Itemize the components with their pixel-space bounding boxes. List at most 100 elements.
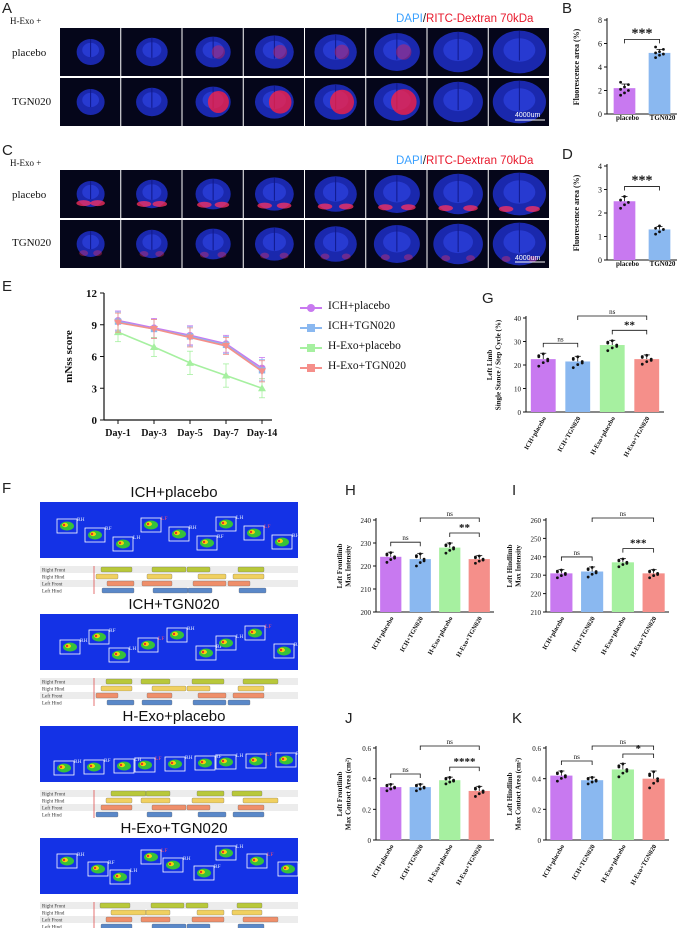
sig-label: ns	[447, 738, 454, 746]
data-point	[627, 89, 630, 92]
step-bar	[152, 567, 186, 572]
sig-label: *	[636, 743, 642, 755]
panel-c-micrographs	[60, 170, 550, 268]
category-label: H-Exo+placebo	[600, 844, 628, 885]
step-bar	[107, 581, 134, 586]
data-point	[617, 775, 620, 778]
paw-label: RH	[80, 638, 88, 644]
paw-print-peak	[282, 758, 284, 760]
dextran-signal	[280, 253, 289, 259]
legend-marker	[307, 364, 315, 372]
category-label: TGN020	[650, 114, 676, 122]
data-point	[621, 563, 624, 566]
panel-a-stain-label: DAPI/RITC-Dextran 70kDa	[396, 13, 533, 25]
paw-label: LH	[129, 646, 136, 652]
data-point	[595, 780, 598, 783]
paw-print-peak	[60, 766, 62, 768]
dextran-signal	[378, 204, 393, 210]
dextran-signal	[197, 202, 212, 208]
data-point	[572, 366, 575, 369]
data-point	[537, 354, 540, 357]
y-axis-label: Max Contact Area (cm²)	[345, 757, 353, 830]
step-bar	[228, 581, 250, 586]
gait-row-label: Left Front	[42, 583, 63, 588]
data-point	[654, 46, 657, 49]
y-tick-label: 220	[531, 591, 542, 599]
gait-row-label: Left Front	[42, 807, 63, 812]
paw-label: RH	[294, 642, 300, 648]
bar	[565, 361, 590, 412]
paw-label: LF	[265, 624, 271, 630]
data-point	[448, 776, 451, 779]
step-bar	[197, 791, 224, 796]
data-point	[621, 763, 624, 766]
paw-label: LF	[264, 524, 270, 530]
data-point	[617, 565, 620, 568]
data-point	[386, 789, 389, 792]
step-bar	[96, 693, 118, 698]
y-tick-label: 0.2	[362, 806, 371, 814]
dextran-signal	[330, 90, 354, 115]
y-tick-label: 0	[368, 837, 372, 845]
data-point	[587, 782, 590, 785]
data-point	[625, 770, 628, 773]
y-tick-label: 10	[514, 386, 522, 394]
paw-print-peak	[66, 645, 68, 647]
bar	[581, 572, 603, 612]
y-tick-label: 0.6	[532, 745, 541, 753]
paw-label: LH	[130, 868, 137, 874]
bar	[550, 776, 572, 840]
data-point	[611, 339, 614, 342]
step-bar	[152, 924, 186, 928]
bar	[469, 791, 490, 840]
gait-row-label: Right Hind	[42, 800, 65, 805]
data-point	[650, 359, 653, 362]
data-point	[560, 569, 563, 572]
data-point	[542, 361, 545, 364]
data-point	[474, 556, 477, 559]
data-point	[474, 787, 477, 790]
gait-row-label: Right Front	[42, 569, 66, 574]
data-point	[415, 554, 418, 557]
dextran-signal	[502, 256, 511, 262]
sig-bracket	[592, 746, 654, 750]
step-bar	[152, 686, 186, 691]
dextran-signal	[217, 252, 226, 258]
step-bar	[102, 588, 134, 593]
data-point	[648, 570, 651, 573]
y-tick-label: 4	[598, 162, 602, 171]
sig-label: ***	[632, 174, 653, 189]
data-point	[415, 789, 418, 792]
data-point	[572, 357, 575, 360]
data-point	[619, 207, 622, 210]
bar	[614, 201, 636, 260]
sig-bracket	[391, 542, 421, 546]
bar	[380, 787, 401, 840]
paw-label: RH	[77, 852, 85, 858]
paw-print-peak	[201, 761, 203, 763]
sig-bracket	[420, 746, 479, 750]
paw-print-peak	[94, 867, 96, 869]
step-bar	[198, 574, 226, 579]
data-point	[627, 201, 630, 204]
y-tick-label: 0.4	[362, 776, 371, 784]
data-point	[587, 567, 590, 570]
panel-label-e: E	[2, 278, 12, 295]
paw-print-peak	[147, 523, 149, 525]
paw-print-peak	[278, 540, 280, 542]
data-point	[654, 56, 657, 59]
data-point	[621, 558, 624, 561]
gait-row-label: Right Front	[42, 681, 66, 686]
paw-print-peak	[253, 859, 255, 861]
paw-label: RH	[185, 755, 193, 761]
data-point	[564, 573, 567, 576]
legend-item: H-Exo+TGN020	[300, 360, 430, 376]
step-bar	[243, 679, 278, 684]
sig-label: ns	[574, 549, 581, 557]
category-label: ICH+TGN020	[399, 844, 425, 882]
x-tick-label: Day-14	[247, 428, 278, 439]
data-point	[448, 542, 451, 545]
step-bar	[238, 686, 264, 691]
step-bar	[239, 588, 266, 593]
